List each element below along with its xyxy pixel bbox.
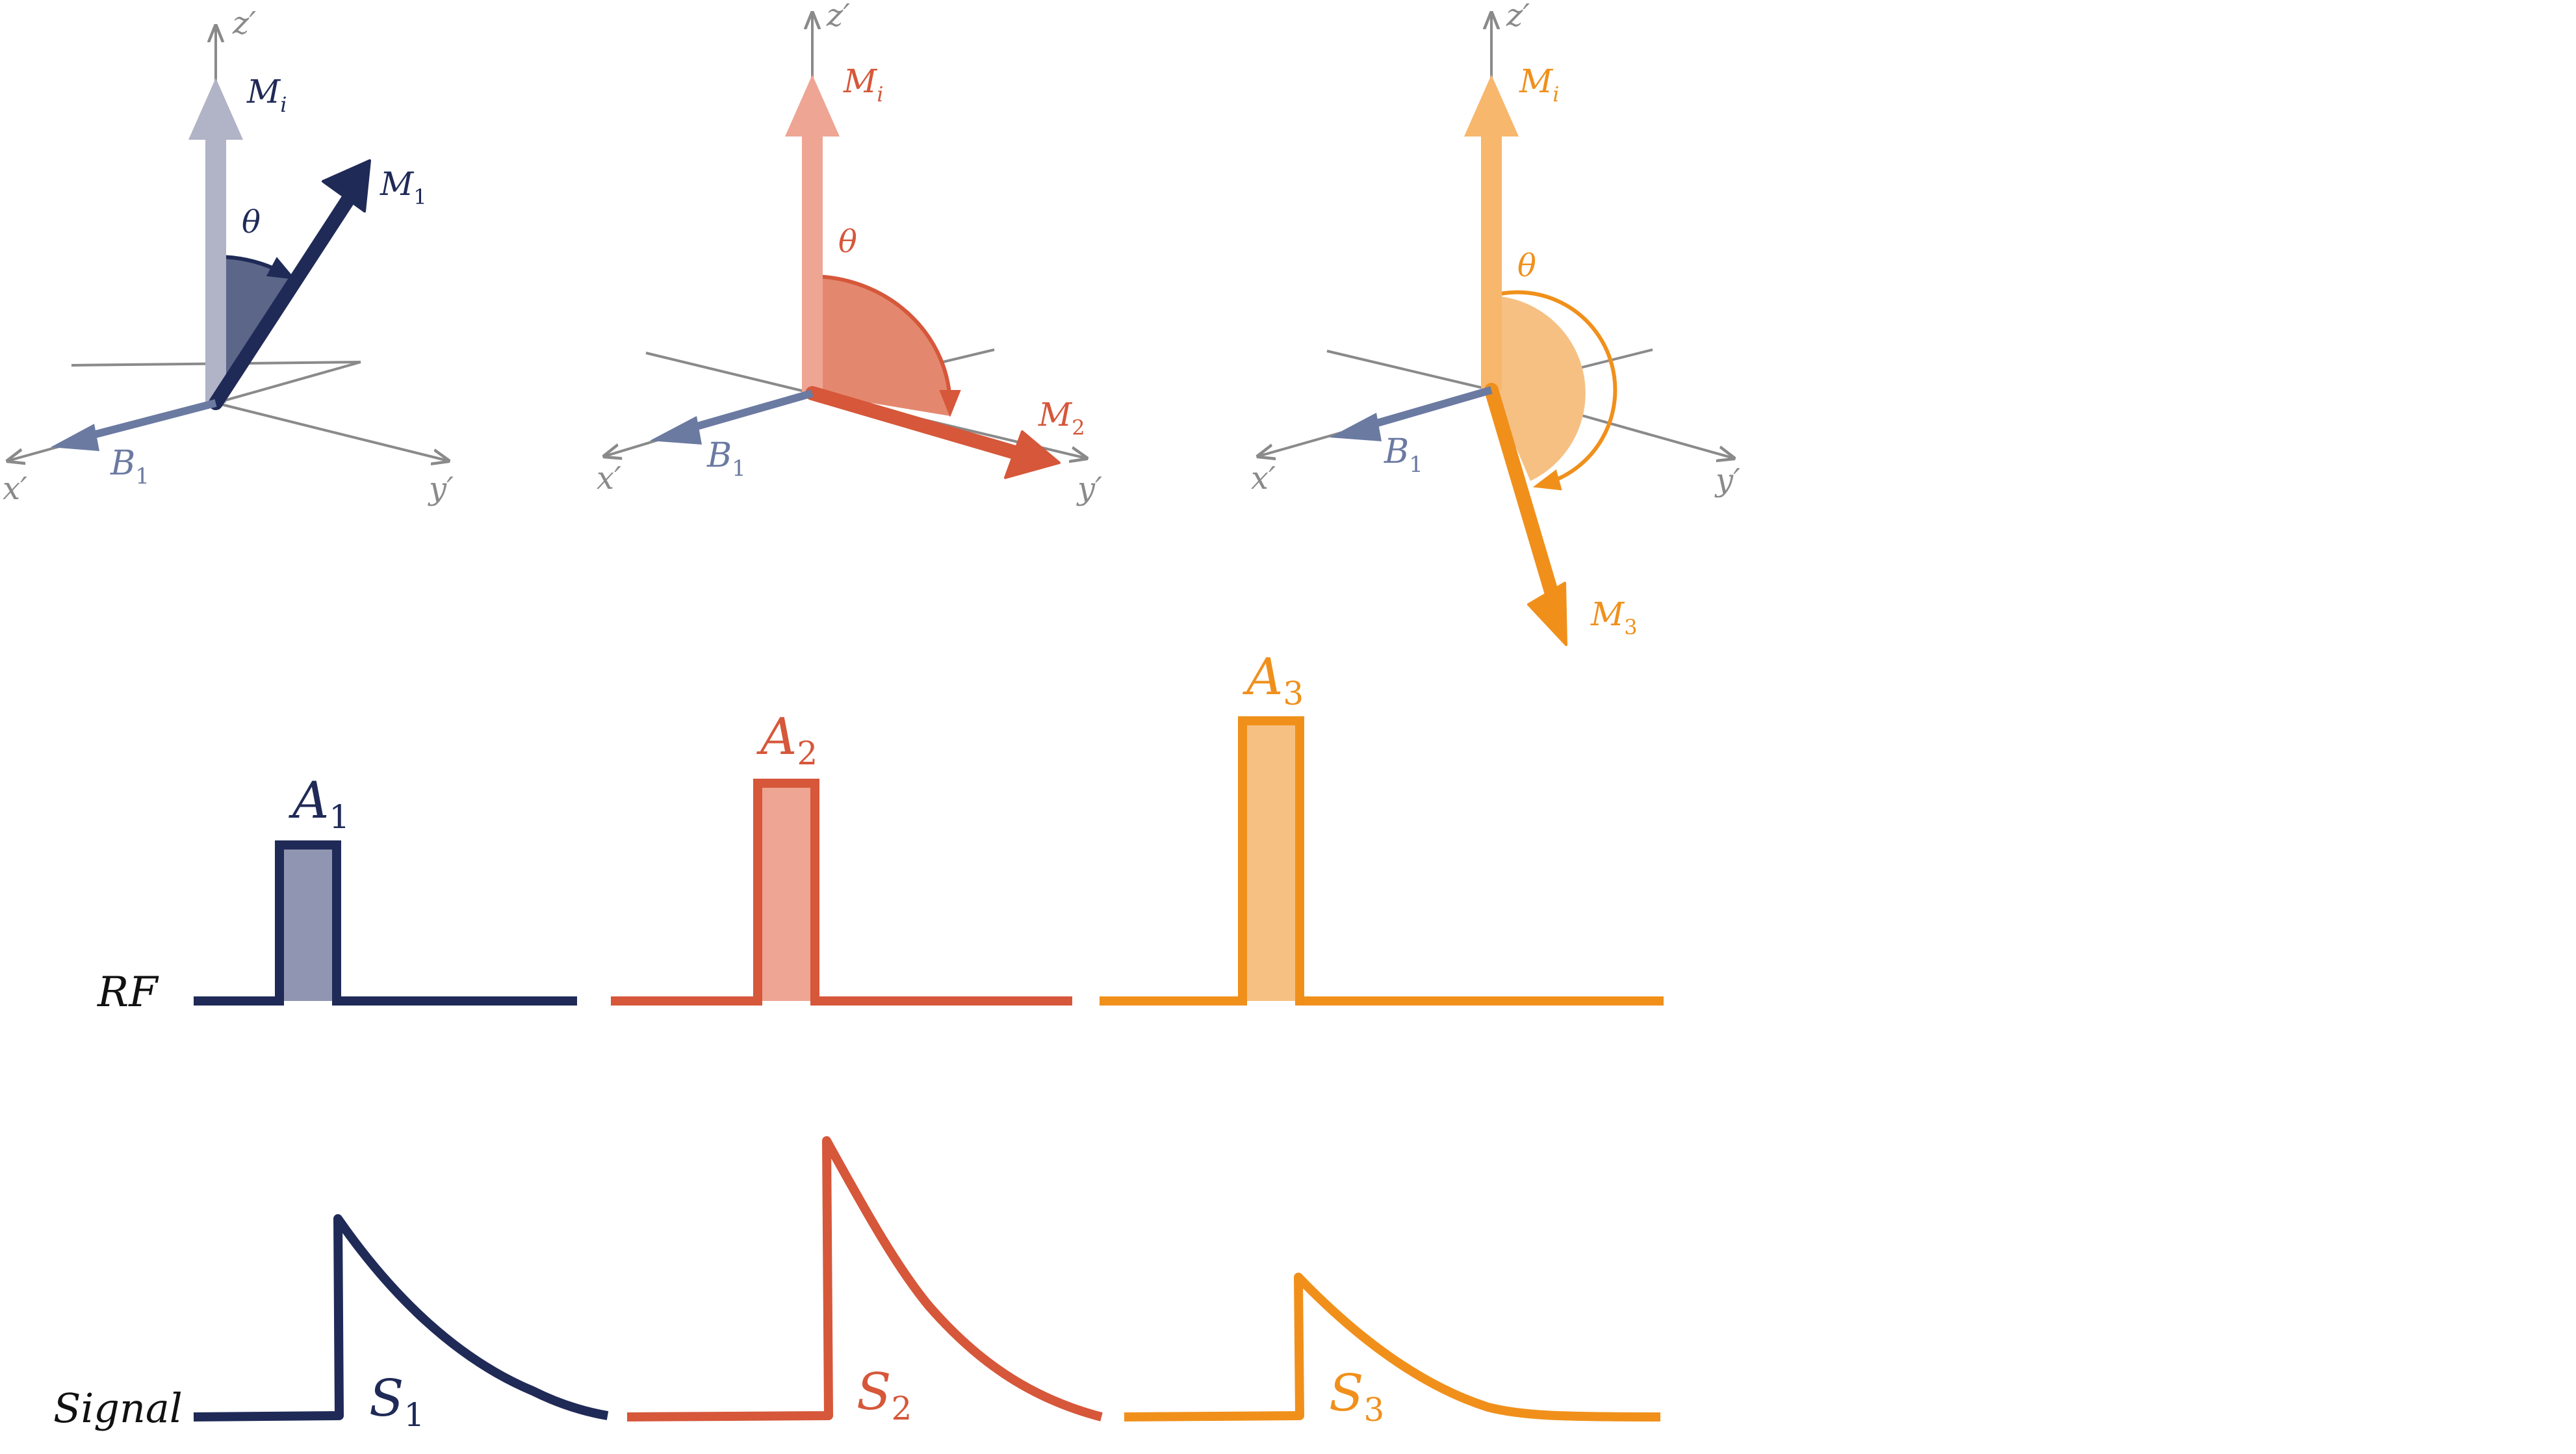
initial-vector-head-3 — [1464, 75, 1519, 136]
theta-label-1: θ — [242, 204, 261, 240]
axis-label-z-2: z′ — [826, 0, 850, 34]
initial-vector-head-1 — [188, 78, 243, 140]
axis-label-x-2: x′ — [597, 460, 621, 497]
pulse-label-1: A1 — [289, 772, 350, 836]
rotated-vector-shaft-2 — [805, 386, 1026, 461]
initial-vector-head-2 — [785, 75, 840, 136]
axis-back-3a — [1326, 350, 1492, 391]
rotated-vector-shaft-1 — [209, 191, 356, 410]
initial-vector-label-3: Mi — [1519, 62, 1559, 107]
axis-label-y-2: y′ — [1076, 471, 1102, 507]
initial-vector-label-1: Mi — [246, 73, 287, 117]
pulse-label-2: A2 — [756, 708, 818, 772]
rotated-vector-label-3: M3 — [1590, 595, 1638, 640]
theta-arc-3 — [1491, 290, 1617, 491]
axis-label-z-1: z′ — [232, 5, 256, 42]
rf-label: RF — [97, 968, 159, 1017]
signal-trace-2 — [626, 1136, 1103, 1422]
theta-sector-3 — [1491, 296, 1586, 481]
initial-vector-label-2: Mi — [843, 62, 883, 107]
b1-vector-1 — [84, 399, 217, 441]
axis-label-x-3: x′ — [1251, 460, 1276, 497]
rotated-vector-shaft-3 — [1484, 383, 1560, 605]
theta-label-2: θ — [838, 224, 857, 260]
rotated-vector-head-1 — [322, 159, 371, 213]
theta-label-3: θ — [1517, 248, 1536, 284]
theta-sector-2 — [812, 276, 951, 416]
vector-panel-1: z′ x′ y′ Mi M1 B1 θ — [3, 5, 454, 507]
vector-panel-3: z′ x′ y′ Mi M3 B1 θ — [1251, 0, 1740, 646]
b1-vector-2 — [686, 389, 814, 433]
signal-row: Signal S1 S2 S3 — [53, 1136, 1661, 1434]
signal-label: Signal — [53, 1384, 183, 1432]
axis-label-z-3: z′ — [1506, 0, 1530, 34]
theta-arc-2 — [812, 274, 961, 417]
rf-trace-1 — [194, 840, 577, 1006]
b1-label-2: B1 — [706, 436, 746, 482]
pulse-fill-2 — [762, 786, 812, 1001]
b1-vector-3 — [1367, 386, 1493, 430]
b1-label-1: B1 — [110, 444, 149, 489]
initial-vector-shaft-1 — [205, 133, 226, 403]
b1-head-3 — [1330, 413, 1382, 441]
pulse-label-3: A3 — [1243, 648, 1304, 712]
rf-trace-2 — [611, 779, 1072, 1006]
rotated-vector-label-1: M1 — [380, 165, 427, 209]
axis-label-y-3: y′ — [1714, 462, 1740, 499]
pulse-fill-1 — [283, 848, 334, 1001]
b1-head-2 — [650, 416, 702, 445]
axis-y-1 — [215, 402, 448, 461]
b1-head-1 — [51, 424, 99, 451]
vector-panel-2: z′ x′ y′ Mi M2 B1 θ — [597, 0, 1102, 507]
initial-vector-shaft-2 — [802, 130, 823, 393]
pulse-fill-3 — [1246, 723, 1297, 1001]
signal-label-1: S1 — [369, 1370, 424, 1434]
rf-row: RF A1 A2 A3 — [97, 648, 1664, 1017]
b1-label-3: B1 — [1384, 432, 1423, 478]
axis-label-x-1: x′ — [3, 471, 27, 507]
signal-label-3: S3 — [1329, 1364, 1384, 1429]
initial-vector-shaft-3 — [1481, 130, 1502, 390]
signal-label-2: S2 — [857, 1363, 912, 1427]
axis-back-2a — [645, 352, 813, 395]
signal-trace-3 — [1124, 1273, 1661, 1422]
rotated-vector-head-2 — [1004, 430, 1061, 479]
rotated-vector-head-3 — [1527, 582, 1567, 646]
axis-label-y-1: y′ — [428, 471, 454, 507]
rf-trace-3 — [1100, 716, 1664, 1006]
signal-trace-1 — [193, 1214, 609, 1422]
rotated-vector-label-2: M2 — [1038, 396, 1085, 440]
axis-back-1b — [215, 361, 361, 404]
